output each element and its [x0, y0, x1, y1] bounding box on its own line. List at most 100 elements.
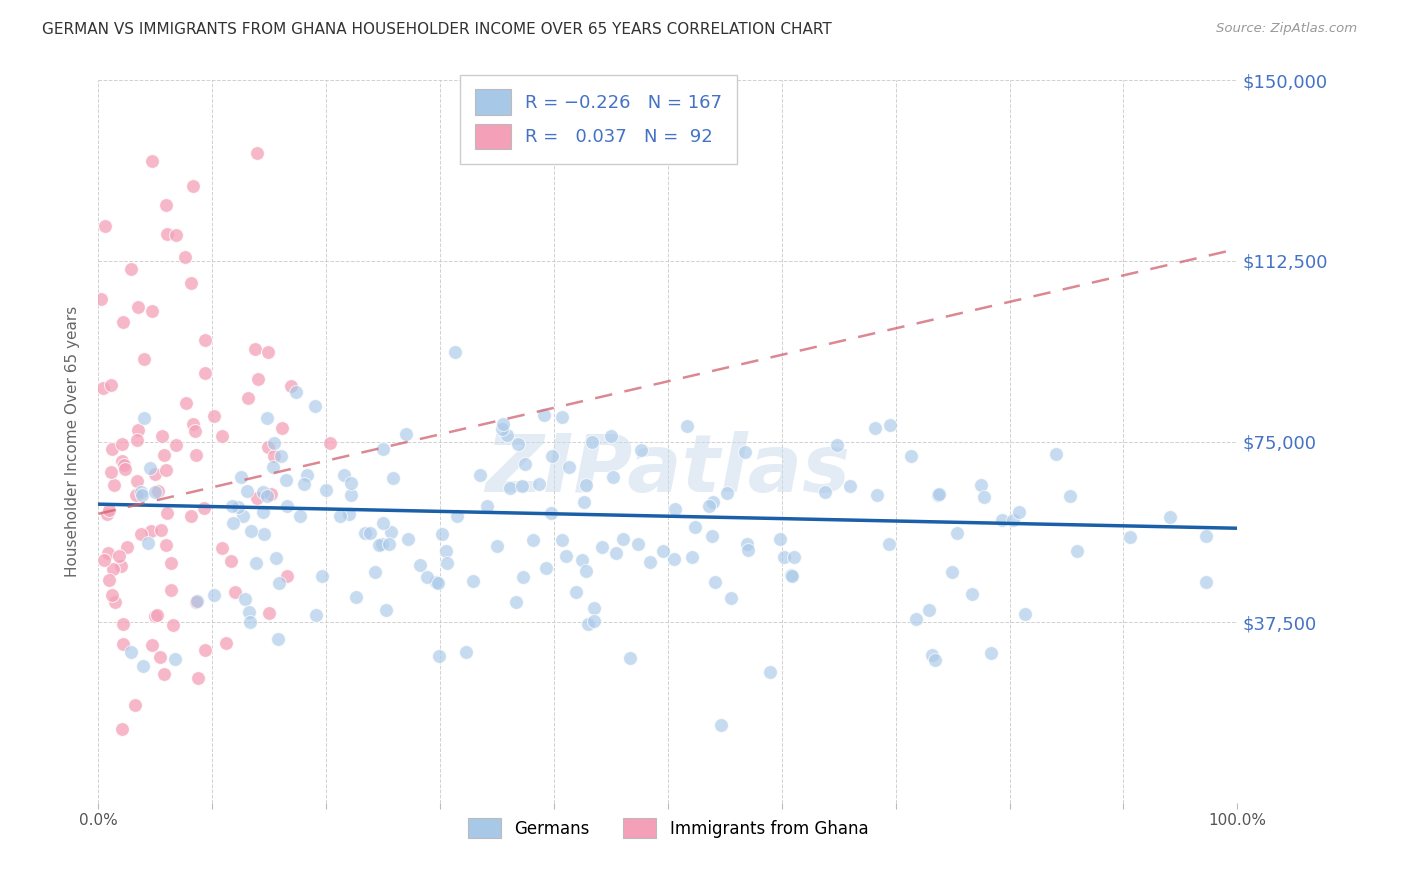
- Point: [485, 540, 508, 554]
- Point: [409, 558, 432, 573]
- Point: [125, 433, 148, 447]
- Point: [339, 476, 361, 491]
- Point: [496, 428, 519, 442]
- Point: [108, 549, 131, 563]
- Point: [734, 444, 756, 458]
- Point: [252, 485, 274, 500]
- Point: [737, 537, 759, 551]
- Point: [534, 560, 557, 574]
- Point: [600, 428, 623, 442]
- Point: [415, 570, 437, 584]
- Point: [1045, 447, 1067, 461]
- Point: [612, 532, 634, 546]
- Point: [427, 576, 450, 591]
- Point: [260, 487, 283, 501]
- Point: [194, 366, 217, 380]
- Point: [877, 537, 900, 551]
- Point: [512, 569, 534, 583]
- Point: [371, 516, 394, 530]
- Point: [236, 391, 259, 405]
- Point: [224, 585, 246, 599]
- Point: [373, 442, 395, 457]
- Point: [700, 528, 723, 542]
- Point: [262, 459, 284, 474]
- Point: [127, 423, 149, 437]
- Point: [475, 499, 498, 513]
- Point: [143, 608, 166, 623]
- Point: [101, 442, 124, 456]
- Point: [256, 489, 278, 503]
- Point: [165, 652, 187, 666]
- Point: [900, 449, 922, 463]
- Point: [492, 417, 515, 432]
- Text: GERMAN VS IMMIGRANTS FROM GHANA HOUSEHOLDER INCOME OVER 65 YEARS CORRELATION CHA: GERMAN VS IMMIGRANTS FROM GHANA HOUSEHOL…: [42, 22, 832, 37]
- Point: [780, 568, 803, 582]
- Point: [202, 409, 225, 423]
- Point: [683, 520, 706, 534]
- Point: [173, 250, 195, 264]
- Point: [257, 606, 280, 620]
- Point: [94, 219, 117, 233]
- Point: [522, 533, 544, 547]
- Point: [675, 418, 697, 433]
- Point: [160, 557, 183, 571]
- Point: [141, 638, 163, 652]
- Point: [319, 435, 342, 450]
- Point: [120, 645, 142, 659]
- Point: [780, 568, 803, 582]
- Point: [125, 488, 148, 502]
- Point: [315, 483, 337, 498]
- Point: [229, 469, 252, 483]
- Point: [394, 426, 416, 441]
- Point: [527, 476, 550, 491]
- Point: [184, 424, 207, 438]
- Point: [499, 481, 522, 495]
- Point: [226, 500, 249, 514]
- Point: [139, 461, 162, 475]
- Point: [839, 479, 862, 493]
- Point: [111, 722, 134, 736]
- Legend: Germans, Immigrants from Ghana: Germans, Immigrants from Ghana: [461, 812, 875, 845]
- Point: [491, 422, 513, 436]
- Point: [292, 477, 315, 491]
- Point: [505, 595, 527, 609]
- Point: [565, 585, 588, 599]
- Point: [156, 227, 179, 242]
- Point: [941, 565, 963, 579]
- Point: [139, 524, 162, 538]
- Point: [127, 300, 149, 314]
- Point: [134, 410, 156, 425]
- Point: [96, 508, 118, 522]
- Point: [153, 448, 176, 462]
- Point: [112, 458, 135, 472]
- Point: [236, 484, 259, 499]
- Point: [176, 395, 198, 409]
- Point: [969, 478, 991, 492]
- Point: [100, 465, 122, 479]
- Point: [377, 537, 399, 551]
- Point: [575, 565, 598, 579]
- Point: [305, 608, 328, 623]
- Point: [533, 408, 555, 422]
- Point: [150, 524, 173, 538]
- Point: [155, 198, 177, 212]
- Point: [180, 276, 202, 290]
- Point: [132, 352, 155, 367]
- Point: [960, 586, 983, 600]
- Point: [513, 457, 536, 471]
- Point: [1195, 529, 1218, 543]
- Point: [591, 540, 613, 554]
- Point: [990, 513, 1012, 527]
- Point: [510, 479, 533, 493]
- Point: [879, 417, 901, 432]
- Point: [924, 653, 946, 667]
- Point: [246, 372, 269, 386]
- Point: [905, 612, 928, 626]
- Point: [202, 588, 225, 602]
- Point: [239, 524, 262, 538]
- Point: [540, 506, 562, 520]
- Point: [928, 487, 950, 501]
- Point: [239, 615, 262, 630]
- Point: [863, 420, 886, 434]
- Point: [150, 429, 173, 443]
